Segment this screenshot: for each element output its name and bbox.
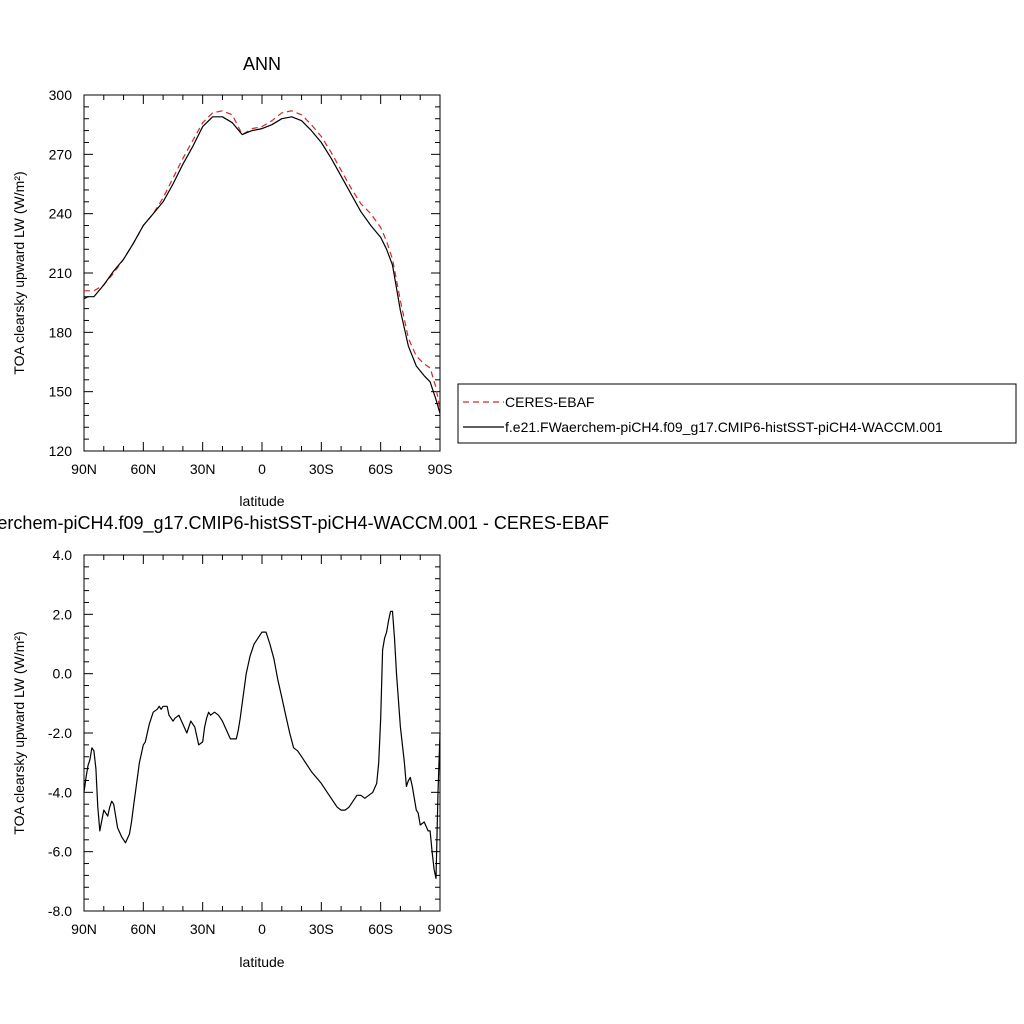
top-tick-labels: 90N 60N 30N 0 30S 60S 90S 120 150 180 210 240 270 300 xyxy=(49,87,453,477)
bottom-y-axis-label: TOA clearsky upward LW (W/m²) xyxy=(11,631,27,834)
top-y-axis-label: TOA clearsky upward LW (W/m²) xyxy=(11,171,27,374)
top-x-axis-label: latitude xyxy=(239,493,284,509)
x-tick-label: 60N xyxy=(130,461,156,477)
x-tick-label: 0 xyxy=(258,461,266,477)
y-tick-label: 4.0 xyxy=(53,547,73,563)
bottom-plot-frame xyxy=(83,554,441,912)
y-tick-label: -8.0 xyxy=(48,903,72,919)
bottom-chart-title: f.e21.FWaerchem-piCH4.f09_g17.CMIP6-hist… xyxy=(0,513,609,534)
y-tick-label: -2.0 xyxy=(48,725,72,741)
x-tick-label: 90S xyxy=(428,461,453,477)
bottom-x-axis-label: latitude xyxy=(239,954,284,970)
top-ticks xyxy=(83,94,441,452)
y-tick-label: 210 xyxy=(49,265,73,281)
legend-box xyxy=(457,383,1017,444)
series-line-1 xyxy=(83,116,441,414)
bottom-tick-labels: 90N 60N 30N 0 30S 60S 90S -8.0 -6.0 -4.0 -2.0 0.0 2.… xyxy=(48,547,453,937)
x-tick-label: 30N xyxy=(190,461,216,477)
y-tick-label: 0.0 xyxy=(53,666,73,682)
bottom-chart-panel: f.e21.FWaerchem-piCH4.f09_g17.CMIP6-hist… xyxy=(0,513,609,970)
y-tick-label: 180 xyxy=(49,324,73,340)
y-tick-label: 2.0 xyxy=(53,606,73,622)
series-line-0 xyxy=(83,610,441,880)
y-tick-label: 120 xyxy=(49,443,73,459)
x-tick-label: 0 xyxy=(258,921,266,937)
x-tick-label: 90N xyxy=(71,461,97,477)
y-tick-label: 150 xyxy=(49,384,73,400)
legend-label-ceres: CERES-EBAF xyxy=(505,394,594,410)
top-chart-title: ANN xyxy=(243,54,281,74)
legend-label-model: f.e21.FWaerchem-piCH4.f09_g17.CMIP6-hist… xyxy=(505,419,943,435)
series-line-0 xyxy=(84,110,441,410)
x-tick-label: 90S xyxy=(428,921,453,937)
x-tick-label: 60S xyxy=(368,461,393,477)
x-tick-label: 30N xyxy=(190,921,216,937)
y-tick-label: -4.0 xyxy=(48,784,72,800)
y-tick-label: 240 xyxy=(49,206,73,222)
x-tick-label: 60N xyxy=(130,921,156,937)
bottom-series-lines xyxy=(83,610,441,880)
legend: CERES-EBAF f.e21.FWaerchem-piCH4.f09_g17… xyxy=(457,383,1017,444)
x-tick-label: 90N xyxy=(71,921,97,937)
y-tick-label: -6.0 xyxy=(48,844,72,860)
x-tick-label: 30S xyxy=(309,921,334,937)
top-series-lines xyxy=(83,110,441,414)
top-plot-frame xyxy=(83,94,441,452)
top-chart-panel: ANN 90N 60N 30N 0 30S 60S 90S 120 150 180 210 240 27… xyxy=(11,54,452,509)
x-tick-label: 30S xyxy=(309,461,334,477)
y-tick-label: 270 xyxy=(49,146,73,162)
y-tick-label: 300 xyxy=(49,87,73,103)
x-tick-label: 60S xyxy=(368,921,393,937)
bottom-ticks xyxy=(83,554,441,912)
